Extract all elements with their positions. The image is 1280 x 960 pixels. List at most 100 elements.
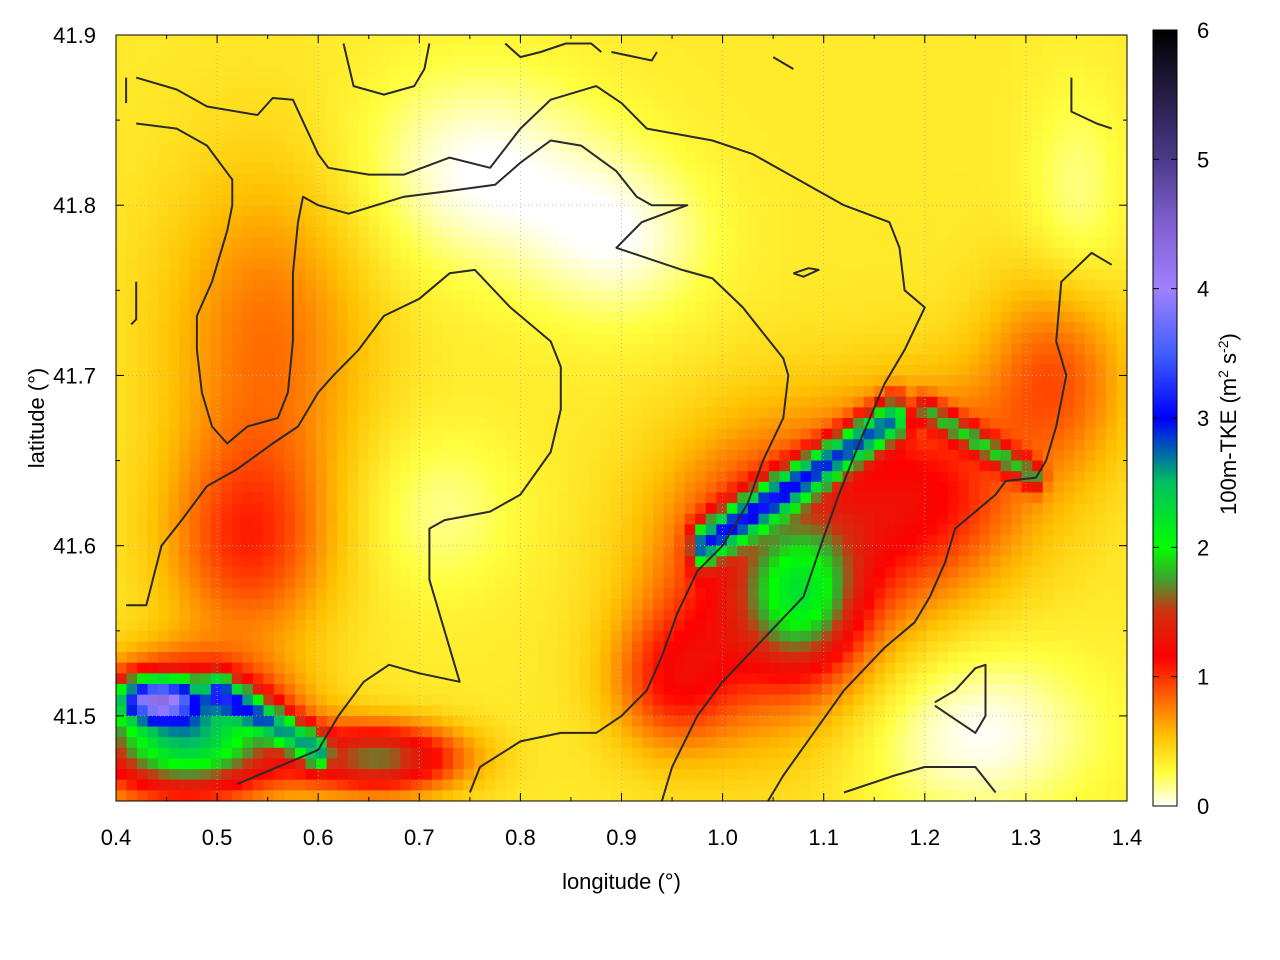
heatmap-cell xyxy=(379,237,391,249)
heatmap-cell xyxy=(821,396,833,408)
heatmap-cell xyxy=(969,66,981,79)
heatmap-cell xyxy=(558,152,570,164)
heatmap-cell xyxy=(821,545,833,557)
heatmap-cell xyxy=(421,173,433,185)
heatmap-cell xyxy=(821,162,833,174)
heatmap-cell xyxy=(1053,428,1065,440)
heatmap-cell xyxy=(410,258,423,270)
heatmap-cell xyxy=(705,183,717,196)
heatmap-cell xyxy=(863,343,875,355)
heatmap-cell xyxy=(790,258,802,270)
heatmap-cell xyxy=(926,141,939,153)
heatmap-cell xyxy=(589,535,602,547)
heatmap-cell xyxy=(547,130,559,142)
heatmap-cell xyxy=(168,311,180,323)
heatmap-cell xyxy=(1042,407,1054,419)
heatmap-cell xyxy=(1021,279,1033,291)
heatmap-cell xyxy=(537,354,549,366)
heatmap-cell xyxy=(495,439,507,451)
heatmap-cell xyxy=(853,130,865,142)
heatmap-cell xyxy=(674,247,686,260)
heatmap-cell xyxy=(747,109,760,121)
heatmap-cell xyxy=(137,247,149,260)
heatmap-cell xyxy=(1063,88,1075,100)
heatmap-cell xyxy=(495,396,507,408)
heatmap-cell xyxy=(305,77,317,89)
heatmap-cell xyxy=(547,300,559,313)
heatmap-cell xyxy=(537,513,549,525)
heatmap-cell xyxy=(632,460,644,472)
heatmap-cell xyxy=(800,343,812,355)
heatmap-cell xyxy=(947,535,960,547)
heatmap-cell xyxy=(747,460,760,472)
heatmap-cell xyxy=(1021,311,1033,323)
heatmap-cell xyxy=(252,503,265,515)
heatmap-cell xyxy=(990,258,1002,270)
heatmap-cell xyxy=(1032,66,1044,79)
heatmap-cell xyxy=(1053,545,1065,557)
heatmap-cell xyxy=(863,88,875,100)
heatmap-cell xyxy=(589,215,602,228)
heatmap-cell xyxy=(863,290,875,302)
heatmap-cell xyxy=(558,418,570,430)
heatmap-cell xyxy=(326,535,338,547)
heatmap-cell xyxy=(916,577,928,589)
heatmap-cell xyxy=(969,152,981,164)
heatmap-cell xyxy=(295,141,307,153)
heatmap-cell xyxy=(969,449,981,462)
heatmap-cell xyxy=(158,88,170,100)
heatmap-cell xyxy=(726,386,738,398)
heatmap-cell xyxy=(537,300,549,313)
heatmap-cell xyxy=(179,407,191,419)
heatmap-cell xyxy=(895,418,907,430)
heatmap-cell xyxy=(1000,290,1012,302)
heatmap-cell xyxy=(410,45,423,57)
heatmap-cell xyxy=(200,311,212,323)
heatmap-cell xyxy=(716,460,728,472)
heatmap-cell xyxy=(779,481,791,494)
heatmap-cell xyxy=(316,98,328,111)
heatmap-cell xyxy=(368,535,380,547)
heatmap-cell xyxy=(568,556,580,568)
heatmap-cell xyxy=(1105,226,1118,238)
heatmap-cell xyxy=(621,556,633,568)
heatmap-cell xyxy=(716,354,728,366)
heatmap-cell xyxy=(547,88,559,100)
heatmap-cell xyxy=(326,77,338,89)
heatmap-cell xyxy=(684,109,696,121)
heatmap-cell xyxy=(842,386,854,398)
heatmap-cell xyxy=(947,524,960,536)
heatmap-cell xyxy=(747,322,760,334)
heatmap-cell xyxy=(368,449,380,462)
heatmap-cell xyxy=(495,343,507,355)
heatmap-cell xyxy=(674,290,686,302)
heatmap-cell xyxy=(600,215,612,228)
heatmap-cell xyxy=(326,524,338,536)
heatmap-cell xyxy=(116,566,128,579)
heatmap-cell xyxy=(358,45,370,57)
heatmap-cell xyxy=(200,354,212,366)
heatmap-cell xyxy=(926,258,939,270)
heatmap-cell xyxy=(747,162,760,174)
heatmap-cell xyxy=(674,141,686,153)
heatmap-cell xyxy=(547,460,559,472)
heatmap-cell xyxy=(747,88,760,100)
heatmap-cell xyxy=(884,535,896,547)
heatmap-cell xyxy=(410,535,423,547)
heatmap-cell xyxy=(979,503,991,515)
heatmap-cell xyxy=(568,460,580,472)
heatmap-cell xyxy=(842,460,854,472)
heatmap-cell xyxy=(305,173,317,185)
heatmap-cell xyxy=(358,258,370,270)
heatmap-cell xyxy=(358,290,370,302)
heatmap-cell xyxy=(526,290,538,302)
heatmap-cell xyxy=(589,279,602,291)
heatmap-cell xyxy=(947,226,960,238)
heatmap-cell xyxy=(758,354,770,366)
heatmap-cell xyxy=(695,322,707,334)
heatmap-cell xyxy=(516,481,528,494)
heatmap-cell xyxy=(263,215,275,228)
heatmap-cell xyxy=(231,162,243,174)
heatmap-cell xyxy=(811,524,823,536)
heatmap-cell xyxy=(316,258,328,270)
